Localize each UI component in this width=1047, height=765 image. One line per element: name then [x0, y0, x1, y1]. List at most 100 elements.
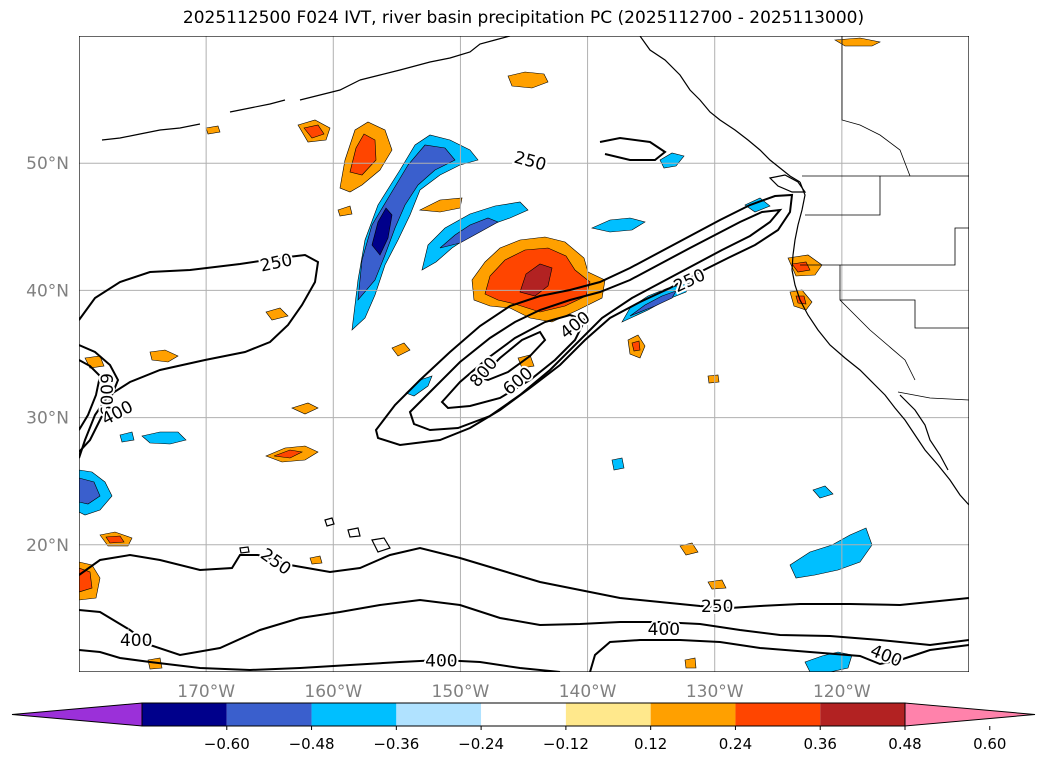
- lon-tick-label-1: 160°W: [304, 682, 362, 702]
- chart-title: 2025112500 F024 IVT, river basin precipi…: [182, 8, 865, 28]
- neg-band-3-core: [629, 290, 677, 317]
- colorbar-swatch-1: [226, 703, 312, 726]
- precip-shading: [79, 37, 881, 672]
- ivt-contour-600: [440, 313, 587, 410]
- alaska-coast: [101, 36, 511, 141]
- vancouver-island: [768, 174, 807, 193]
- us-west-coast: [791, 181, 969, 506]
- colorbar-tick-label-8: 0.48: [888, 735, 921, 753]
- pos-band-23: [337, 205, 353, 217]
- pos-band-6-core: [273, 449, 303, 459]
- pos-band-26: [309, 555, 323, 565]
- colorbar-tick-label-9: 0.60: [973, 735, 1006, 753]
- pos-band-9: [834, 37, 881, 47]
- ivt-contour-250-west: [79, 253, 320, 459]
- pos-band-8-core: [105, 535, 125, 544]
- contour-label-10: 400: [648, 620, 680, 640]
- ivt-contour-400-left: [79, 359, 102, 431]
- neg-band-1-deep: [371, 207, 393, 256]
- neg-band-11: [744, 197, 771, 213]
- colorbar-swatch-4: [481, 703, 566, 726]
- pos-band-25: [707, 374, 720, 384]
- colorbar-tick-label-0: −0.60: [204, 735, 250, 753]
- pos-band-16: [291, 402, 319, 415]
- contour-label-6: 6009: [98, 373, 118, 416]
- pos-band-12-core: [631, 340, 641, 352]
- colorbar-frame: [141, 702, 906, 727]
- colorbar-swatch-3: [396, 703, 482, 726]
- contour-label-11: 400: [120, 631, 152, 651]
- state-borders: [800, 36, 969, 381]
- ivt-contour-400-bottom: [79, 639, 969, 672]
- neg-band-5-core: [79, 477, 101, 505]
- contour-label-0: 250: [512, 148, 549, 176]
- lat-tick-labels: 20°N 30°N 40°N 50°N: [26, 154, 69, 556]
- neg-band-6b: [804, 651, 853, 672]
- pos-band-1-deep: [519, 263, 553, 297]
- contour-label-1: 250: [258, 250, 294, 276]
- canada-coast: [639, 36, 801, 183]
- neg-band-10: [812, 485, 834, 499]
- pos-band-18: [679, 542, 699, 556]
- lon-tick-label-4: 130°W: [686, 682, 744, 702]
- colorbar-tick-label-2: −0.36: [373, 735, 419, 753]
- lon-tick-label-2: 150°W: [432, 682, 490, 702]
- hawaii-islands: [239, 517, 391, 554]
- colorbar-extend-max: [904, 702, 1036, 727]
- ivt-contour-600-left: [79, 344, 120, 453]
- pos-band-5: [418, 197, 463, 213]
- pos-band-15: [149, 349, 179, 363]
- lon-tick-label-5: 120°W: [813, 682, 871, 702]
- pos-band-13: [391, 342, 411, 357]
- contour-label-12: 400: [425, 652, 457, 672]
- contour-label-5: 800: [466, 354, 502, 392]
- neg-band-2: [421, 201, 529, 271]
- pos-band-20: [684, 657, 697, 669]
- pos-band-11-core: [795, 295, 807, 305]
- lat-tick-label-2: 40°N: [26, 281, 69, 301]
- colorbar-swatch-7: [735, 703, 821, 726]
- neg-band-12: [611, 457, 625, 471]
- lat-tick-label-0: 20°N: [26, 536, 69, 556]
- colorbar: −0.60 −0.48 −0.36 −0.24 −0.12 0.12 0.24 0.36 0.4…: [11, 702, 1036, 753]
- ivt-contour-400-south: [79, 598, 969, 657]
- neg-band-13: [119, 431, 135, 443]
- pos-band-17: [265, 307, 289, 321]
- pos-band-24: [205, 125, 221, 135]
- lon-tick-label-3: 140°W: [559, 682, 617, 702]
- ivt-contour-800: [478, 330, 547, 382]
- lon-tick-labels: 170°W 160°W 150°W 140°W 130°W 120°W: [177, 682, 871, 702]
- colorbar-tick-label-3: −0.24: [458, 735, 504, 753]
- political-borders: [800, 36, 969, 401]
- colorbar-tick-label-1: −0.48: [289, 735, 335, 753]
- ivt-contour-400-ar: [408, 208, 783, 432]
- colorbar-tick-label-6: 0.24: [719, 735, 752, 753]
- neg-band-4: [591, 217, 646, 233]
- pos-band-4-core: [303, 124, 325, 139]
- colorbar-swatch-5: [565, 703, 651, 726]
- pos-band-22: [517, 354, 535, 369]
- lat-tick-label-3: 50°N: [26, 154, 69, 174]
- neg-band-8: [659, 152, 685, 169]
- colorbar-tick-label-5: 0.12: [634, 735, 667, 753]
- pos-band-3: [507, 71, 549, 89]
- ivt-contour-250-south: [79, 546, 969, 610]
- baja-coast: [899, 394, 949, 471]
- map-grid: [79, 36, 969, 672]
- contour-label-8: 250: [256, 545, 294, 580]
- coastlines: [101, 36, 969, 554]
- map-panel: 2502502504006008006009400250250400400400…: [79, 36, 969, 672]
- mexico-border: [897, 391, 969, 401]
- colorbar-swatch-0: [142, 703, 227, 726]
- pos-band-2-core: [349, 133, 377, 176]
- neg-band-2-core: [439, 217, 499, 249]
- colorbar-extend-min: [11, 702, 143, 727]
- ivt-contours: [79, 136, 969, 672]
- colorbar-swatch-8: [820, 703, 905, 726]
- lat-tick-label-1: 30°N: [26, 409, 69, 429]
- contour-label-13: 400: [867, 641, 905, 672]
- colorbar-tick-label-7: 0.36: [804, 735, 837, 753]
- contour-label-9: 250: [701, 597, 733, 617]
- ivt-contour-250-north: [599, 136, 667, 161]
